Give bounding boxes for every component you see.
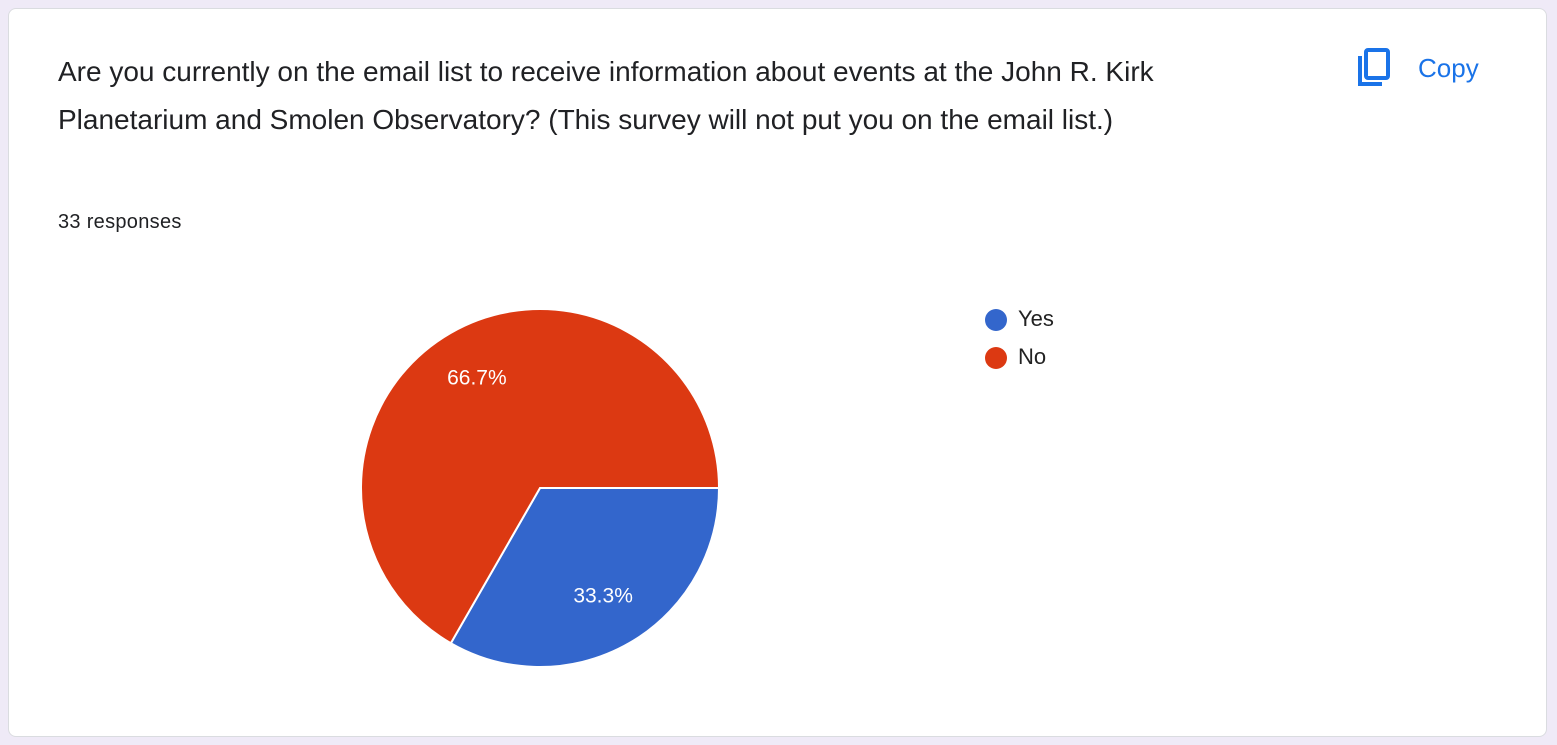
response-count: 33 responses: [58, 211, 182, 233]
pie-slice: [449, 487, 721, 668]
card: [8, 8, 1547, 737]
legend-label: No: [1018, 344, 1046, 369]
pie-slice: [360, 308, 721, 645]
legend-swatch: [985, 309, 1007, 331]
copy-icon: [1358, 48, 1390, 86]
copy-button[interactable]: Copy: [1356, 44, 1479, 92]
slice-label: 33.3%: [573, 585, 633, 608]
legend-swatch: [985, 347, 1007, 369]
copy-label: Copy: [1418, 52, 1479, 83]
question-title: Are you currently on the email list to r…: [58, 56, 1154, 135]
legend-label: Yes: [1018, 306, 1054, 331]
slice-label: 66.7%: [447, 366, 507, 389]
